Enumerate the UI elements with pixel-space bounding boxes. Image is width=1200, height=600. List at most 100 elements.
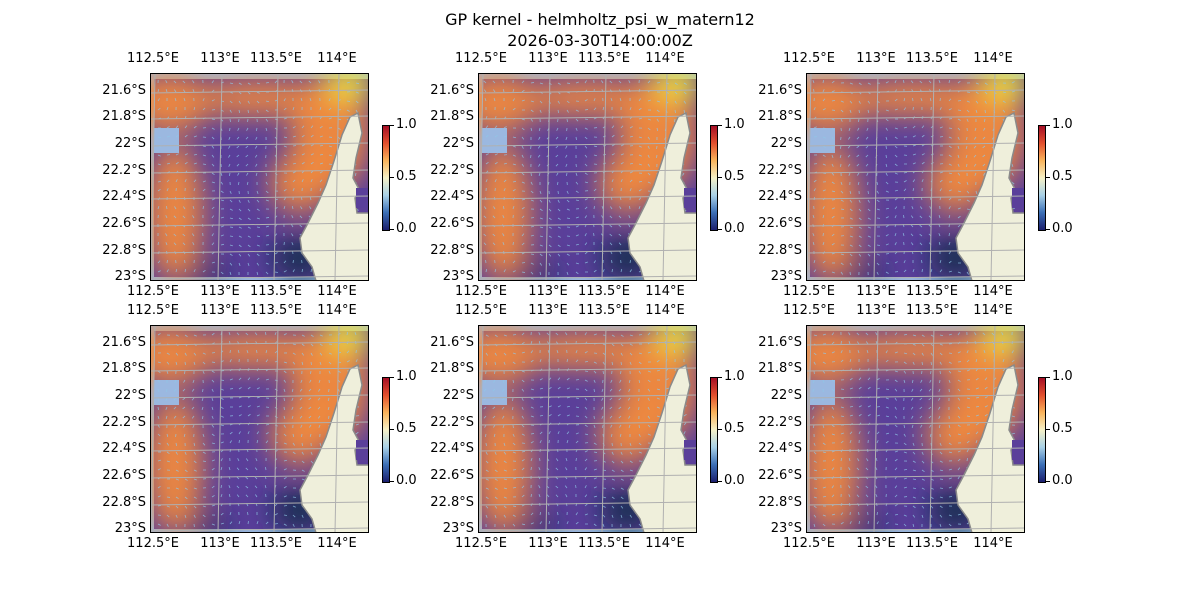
- colorbar-tick-label: 0.0: [1052, 473, 1073, 488]
- x-tick-label-top: 113.5°E: [250, 51, 302, 66]
- y-tick-label: 22.4°S: [758, 441, 802, 456]
- colorbar-tick-label: 1.0: [724, 369, 745, 384]
- land-mass: [627, 111, 697, 281]
- y-tick-label: 23°S: [442, 521, 474, 536]
- y-tick-label: 22.6°S: [430, 216, 474, 231]
- y-tick-label: 22.2°S: [430, 415, 474, 430]
- x-tick-label-bottom: 113°E: [856, 284, 896, 299]
- y-tick-label: 22.4°S: [102, 189, 146, 204]
- y-tick-label: 21.6°S: [102, 83, 146, 98]
- y-tick-label: 22.6°S: [758, 216, 802, 231]
- x-tick-label-bottom: 114°E: [645, 536, 685, 551]
- y-tick-label: 21.6°S: [430, 83, 474, 98]
- colorbar-tick-mark: [1046, 177, 1050, 178]
- colorbar: [710, 377, 718, 483]
- colorbar-tick-label: 0.0: [724, 473, 745, 488]
- x-tick-label-bottom: 112.5°E: [127, 536, 179, 551]
- y-tick-label: 21.8°S: [430, 109, 474, 124]
- x-tick-label-top: 113.5°E: [906, 51, 958, 66]
- y-tick-label: 22°S: [770, 136, 802, 151]
- land-mass: [627, 363, 697, 533]
- colorbar-tick-mark: [1046, 229, 1050, 230]
- y-tick-label: 21.6°S: [758, 83, 802, 98]
- x-tick-label-bottom: 114°E: [973, 536, 1013, 551]
- colorbar-tick-mark: [718, 429, 722, 430]
- x-tick-label-bottom: 112.5°E: [127, 284, 179, 299]
- y-tick-label: 22.2°S: [430, 163, 474, 178]
- x-tick-label-top: 113°E: [200, 303, 240, 318]
- y-tick-label: 22.4°S: [758, 189, 802, 204]
- x-tick-label-bottom: 113°E: [528, 284, 568, 299]
- x-tick-label-top: 113.5°E: [250, 303, 302, 318]
- land-mass: [955, 363, 1025, 533]
- y-tick-label: 23°S: [114, 269, 146, 284]
- inlet: [356, 440, 369, 460]
- colorbar-tick-mark: [718, 481, 722, 482]
- x-tick-label-top: 113°E: [528, 51, 568, 66]
- y-tick-label: 23°S: [114, 521, 146, 536]
- colorbar-tick-mark: [390, 125, 394, 126]
- land-mass: [299, 111, 369, 281]
- x-tick-label-bottom: 114°E: [973, 284, 1013, 299]
- x-tick-label-top: 113.5°E: [578, 303, 630, 318]
- colorbar-tick-label: 0.0: [724, 221, 745, 236]
- x-tick-label-bottom: 113.5°E: [906, 536, 958, 551]
- axes-frame: [478, 325, 697, 533]
- x-tick-label-bottom: 113°E: [200, 284, 240, 299]
- x-tick-label-bottom: 114°E: [317, 284, 357, 299]
- map-panel: [806, 325, 1025, 533]
- colorbar-tick-mark: [390, 429, 394, 430]
- inlet: [356, 188, 369, 208]
- y-tick-label: 22.8°S: [102, 243, 146, 258]
- x-tick-label-bottom: 113°E: [856, 536, 896, 551]
- y-tick-label: 23°S: [770, 521, 802, 536]
- y-tick-label: 23°S: [442, 269, 474, 284]
- gridlines: [150, 325, 369, 533]
- x-tick-label-bottom: 113.5°E: [250, 536, 302, 551]
- x-tick-label-bottom: 113.5°E: [578, 284, 630, 299]
- y-tick-label: 22.8°S: [102, 495, 146, 510]
- y-tick-label: 21.8°S: [758, 361, 802, 376]
- x-tick-label-top: 112.5°E: [127, 51, 179, 66]
- y-tick-label: 22.6°S: [430, 468, 474, 483]
- colorbar-tick-mark: [718, 377, 722, 378]
- y-tick-label: 22.4°S: [102, 441, 146, 456]
- inlet: [1012, 188, 1025, 208]
- map-panel: [150, 73, 369, 281]
- x-tick-label-bottom: 113.5°E: [578, 536, 630, 551]
- map-panel: [150, 325, 369, 533]
- colorbar-tick-mark: [390, 229, 394, 230]
- gridlines: [478, 73, 697, 281]
- x-tick-label-top: 114°E: [317, 51, 357, 66]
- map-panel: [478, 73, 697, 281]
- y-tick-label: 22°S: [770, 388, 802, 403]
- y-tick-label: 22°S: [442, 136, 474, 151]
- figure-subtitle: 2026-03-30T14:00:00Z: [507, 31, 693, 50]
- axes-frame: [806, 325, 1025, 533]
- probability-field: [806, 73, 1025, 281]
- gridlines: [806, 73, 1025, 281]
- probability-field: [806, 325, 1025, 533]
- colorbar-tick-label: 1.0: [724, 117, 745, 132]
- x-tick-label-top: 113°E: [856, 51, 896, 66]
- colorbar-tick-mark: [1046, 481, 1050, 482]
- x-tick-label-top: 114°E: [973, 303, 1013, 318]
- y-tick-label: 22.8°S: [758, 495, 802, 510]
- colorbar-tick-label: 0.0: [396, 221, 417, 236]
- x-tick-label-bottom: 114°E: [645, 284, 685, 299]
- x-tick-label-top: 112.5°E: [127, 303, 179, 318]
- colorbar: [1038, 377, 1046, 483]
- x-tick-label-top: 113°E: [856, 303, 896, 318]
- x-tick-label-top: 114°E: [973, 51, 1013, 66]
- y-tick-label: 22.6°S: [102, 216, 146, 231]
- y-tick-label: 22.6°S: [102, 468, 146, 483]
- y-tick-label: 22.2°S: [102, 415, 146, 430]
- axes-frame: [806, 73, 1025, 281]
- y-tick-label: 23°S: [770, 269, 802, 284]
- land-mass: [299, 363, 369, 533]
- map-axes: [806, 325, 1025, 533]
- x-tick-label-bottom: 112.5°E: [783, 536, 835, 551]
- y-tick-label: 21.8°S: [758, 109, 802, 124]
- gridlines: [806, 325, 1025, 533]
